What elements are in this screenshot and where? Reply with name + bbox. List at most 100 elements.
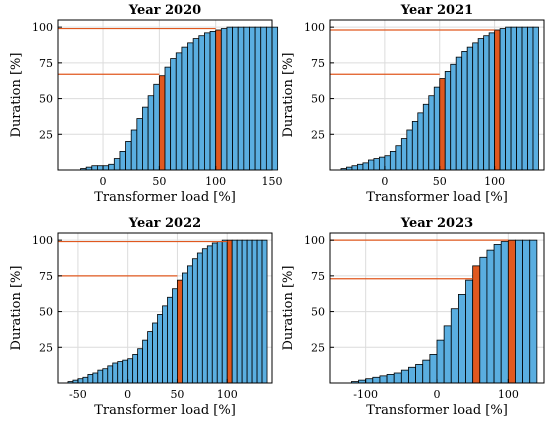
histogram-bar — [500, 241, 509, 384]
histogram-bar — [117, 361, 124, 384]
histogram-bar — [182, 272, 188, 384]
histogram-bar — [209, 31, 217, 171]
histogram-bar — [164, 66, 172, 171]
histogram-bar — [389, 151, 397, 171]
x-tick-label: 100 — [217, 388, 238, 401]
y-tick-label: 50 — [311, 306, 325, 319]
histogram-bar — [201, 248, 208, 384]
x-tick-label: 50 — [433, 175, 447, 188]
histogram-bar — [378, 156, 386, 171]
histogram-bar — [251, 239, 258, 384]
x-axis-label: Transformer load [%] — [366, 190, 508, 205]
chart-title: Year 2023 — [400, 216, 473, 231]
highlight-bar — [177, 279, 183, 384]
histogram-bar — [472, 42, 479, 171]
x-tick-label: 0 — [381, 175, 388, 188]
histogram-bar — [172, 288, 178, 384]
histogram-bar — [113, 158, 121, 171]
highlight-bar — [439, 78, 446, 171]
histogram-bar — [112, 362, 119, 384]
histogram-bar — [465, 279, 474, 384]
histogram-bar — [127, 358, 134, 384]
axes-frame — [57, 232, 273, 384]
histogram-bar — [450, 63, 457, 171]
histogram-bar — [220, 28, 228, 171]
axes-frame — [329, 19, 545, 171]
histogram-bar — [87, 374, 94, 384]
histogram-bar — [450, 308, 459, 384]
histogram-bar — [157, 314, 163, 384]
histogram-bar — [198, 35, 205, 171]
histogram-bar — [187, 42, 194, 171]
highlight-bar — [226, 239, 233, 384]
histogram-bar — [226, 26, 233, 171]
histogram-bar — [486, 249, 495, 384]
histogram-bar — [466, 46, 474, 171]
histogram-bar — [211, 242, 218, 384]
x-tick-label: -100 — [353, 388, 378, 401]
histogram-bar — [125, 141, 132, 171]
histogram-bar — [479, 256, 488, 384]
highlight-bar — [507, 239, 516, 384]
y-axis-label: Duration [%] — [281, 53, 296, 138]
histogram-bar — [457, 294, 466, 384]
histogram-bar — [142, 339, 148, 384]
panel-2020: 0 50 100 150 25 50 75 100 Year 2020 Transformer… — [9, 3, 283, 205]
histogram-bar — [379, 375, 388, 384]
x-tick-label: 100 — [484, 175, 505, 188]
histogram-bar — [216, 241, 223, 384]
histogram-bar — [521, 26, 528, 171]
histogram-bar — [433, 86, 441, 171]
histogram-bar — [102, 165, 110, 171]
histogram-bar — [271, 26, 279, 171]
x-tick-label: 150 — [262, 175, 283, 188]
histogram-bar — [429, 354, 438, 384]
histogram-bar — [428, 95, 435, 171]
histogram-bar — [436, 339, 445, 384]
histogram-bar — [97, 165, 104, 171]
histogram-bar — [411, 121, 419, 171]
histogram-bar — [221, 239, 228, 384]
x-tick-label: 0 — [100, 175, 107, 188]
histogram-bar — [443, 325, 452, 384]
y-tick-label: 25 — [39, 128, 53, 141]
histogram-bar — [461, 51, 468, 171]
histogram-bar — [368, 159, 375, 171]
histogram-bar — [483, 35, 490, 171]
x-axis-label: Transformer load [%] — [94, 190, 236, 205]
histogram-bar — [493, 244, 502, 384]
histogram-bar — [422, 103, 430, 171]
y-tick-label: 25 — [311, 128, 325, 141]
panel-2021: 0 50 100 25 50 75 100 Year 2021 Transformer lo… — [281, 3, 545, 205]
y-tick-label: 75 — [311, 270, 325, 283]
histogram-bar — [386, 374, 395, 384]
histogram-bar — [499, 28, 506, 171]
y-tick-label: 50 — [39, 306, 53, 319]
histogram-bar — [97, 369, 104, 384]
histogram-bar — [122, 359, 129, 384]
histogram-bar — [510, 26, 517, 171]
y-tick-label: 50 — [311, 93, 325, 106]
histogram-bar — [136, 118, 143, 171]
y-tick-label: 100 — [304, 21, 325, 34]
histogram-bar — [477, 38, 485, 171]
histogram-bar — [488, 32, 496, 171]
histogram-bar — [170, 58, 177, 171]
histogram-bar — [204, 32, 211, 171]
y-tick-label: 75 — [39, 270, 53, 283]
axes-frame — [57, 19, 273, 171]
x-tick-label: 0 — [124, 388, 131, 401]
histogram-bar — [107, 365, 114, 384]
histogram-bar — [527, 26, 534, 171]
histogram-bar — [417, 112, 424, 171]
y-tick-label: 25 — [39, 341, 53, 354]
highlight-bar — [494, 29, 501, 171]
y-axis-label: Duration [%] — [9, 266, 24, 351]
histogram-bar — [77, 378, 84, 384]
histogram-bar — [147, 331, 153, 384]
histogram-bar — [256, 239, 263, 384]
histogram-bar — [153, 83, 160, 171]
y-tick-label: 25 — [311, 341, 325, 354]
histogram-bar — [102, 368, 109, 384]
histogram-bar — [132, 354, 139, 384]
